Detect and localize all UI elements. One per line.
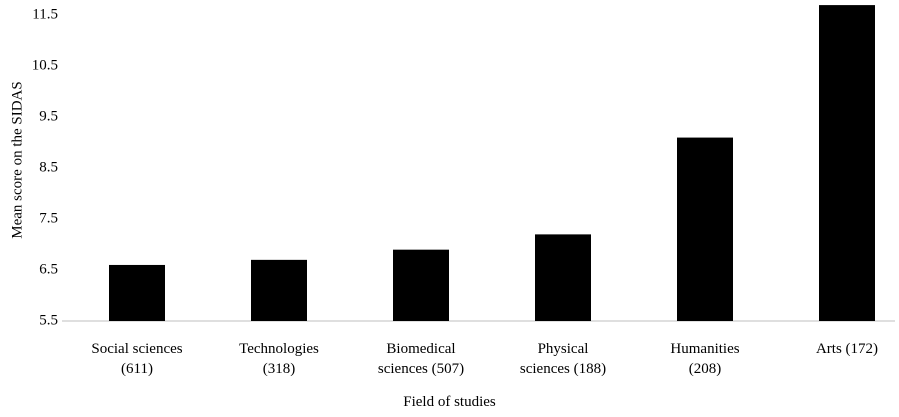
- bar: [393, 249, 449, 321]
- x-tick-label: Technologies (318): [239, 341, 319, 377]
- x-axis-title: Field of studies: [403, 394, 496, 410]
- y-tick-label: 10.5: [32, 58, 58, 74]
- x-tick-label: Physical sciences (188): [519, 341, 607, 377]
- x-tick-label: Biomedical sciences (507): [377, 341, 465, 377]
- y-tick-label: 8.5: [39, 160, 58, 176]
- bar: [251, 259, 307, 321]
- x-tick-label: Social sciences (611): [91, 341, 183, 377]
- y-axis-title: Mean score on the SIDAS: [9, 81, 25, 238]
- bar: [677, 137, 733, 321]
- bar: [535, 234, 591, 321]
- y-tick-label: 9.5: [39, 109, 58, 125]
- x-tick-label: Arts (172): [815, 341, 879, 357]
- y-tick-label: 6.5: [39, 261, 58, 277]
- bar: [819, 5, 875, 321]
- bar: [109, 264, 165, 321]
- x-tick-label: Humanities (208): [670, 341, 740, 377]
- y-tick-label: 11.5: [32, 7, 58, 23]
- y-tick-label: 7.5: [39, 211, 58, 227]
- y-tick-label: 5.5: [39, 312, 58, 328]
